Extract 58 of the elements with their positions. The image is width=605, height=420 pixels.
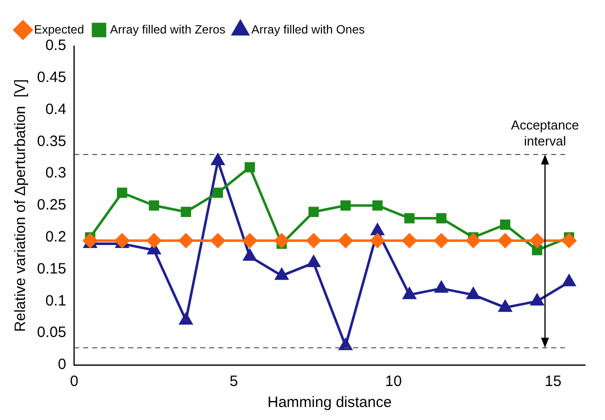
point	[404, 213, 415, 224]
x-tick-label: 0	[70, 373, 78, 390]
point	[436, 213, 446, 224]
point	[434, 233, 449, 248]
point	[340, 200, 351, 211]
point	[242, 233, 258, 248]
point	[243, 249, 256, 261]
x-tick-label: 5	[230, 373, 238, 390]
point	[275, 268, 288, 280]
point	[562, 233, 576, 248]
point	[306, 233, 321, 248]
point	[562, 274, 576, 286]
point	[179, 313, 192, 325]
point	[146, 233, 162, 248]
point	[210, 233, 226, 248]
point	[434, 281, 448, 293]
y-tick-label: 0.35	[36, 132, 66, 150]
x-axis-title: Hamming distance	[267, 394, 392, 412]
point	[370, 233, 385, 248]
point	[466, 288, 480, 300]
y-tick-label: 0.4	[45, 100, 66, 118]
point	[530, 294, 544, 306]
point	[116, 188, 128, 198]
legend-label: Array filled with Ones	[251, 22, 365, 36]
point	[274, 233, 289, 248]
point	[148, 200, 160, 211]
legend-label: Expected	[34, 22, 84, 36]
point	[500, 220, 510, 230]
point	[530, 233, 544, 248]
y-tick-label: 0.5	[45, 37, 66, 54]
point	[402, 233, 417, 248]
point	[371, 224, 384, 236]
point	[532, 245, 542, 256]
point	[180, 206, 192, 218]
x-tick-label: 15	[544, 373, 562, 390]
point	[372, 200, 383, 211]
y-tick-label: 0.45	[36, 69, 66, 86]
point	[402, 288, 416, 300]
point	[338, 233, 353, 248]
point	[498, 233, 512, 248]
point	[244, 162, 255, 172]
annotation: Acceptance interval	[511, 118, 579, 149]
point	[178, 233, 194, 248]
point	[466, 233, 481, 248]
y-tick-label: 0.3	[45, 164, 66, 182]
x-tick-label: 10	[385, 373, 402, 390]
y-tick-label: 0.25	[36, 196, 66, 214]
point	[212, 188, 223, 198]
point	[307, 256, 320, 268]
y-axis-title: Relative variation of Δperturbation [V]	[12, 79, 30, 332]
y-tick-label: 0.15	[36, 260, 66, 278]
y-tick-label: 0.2	[45, 228, 66, 246]
point	[498, 300, 512, 312]
point	[308, 206, 319, 218]
y-tick-label: 0.05	[36, 324, 66, 342]
y-tick-label: 0	[58, 356, 66, 374]
y-tick-label: 0.1	[45, 292, 66, 310]
legend-label: Array filled with Zeros	[110, 22, 226, 36]
